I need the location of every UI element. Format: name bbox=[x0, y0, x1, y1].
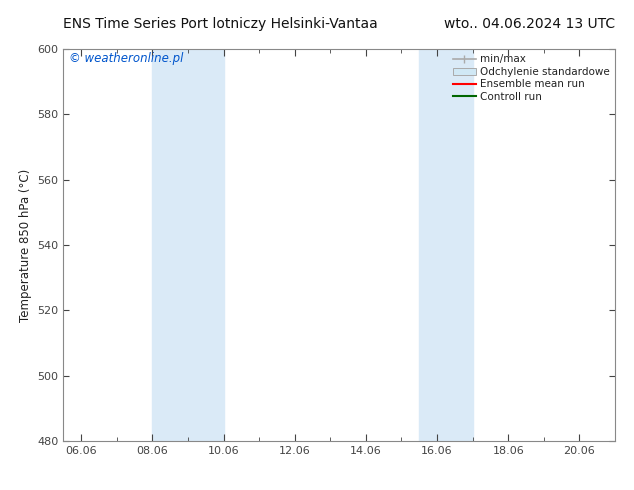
Y-axis label: Temperature 850 hPa (°C): Temperature 850 hPa (°C) bbox=[19, 169, 32, 321]
Bar bbox=[419, 49, 472, 441]
Text: © weatheronline.pl: © weatheronline.pl bbox=[68, 52, 183, 65]
Text: wto.. 04.06.2024 13 UTC: wto.. 04.06.2024 13 UTC bbox=[444, 17, 615, 31]
Text: ENS Time Series Port lotniczy Helsinki-Vantaa: ENS Time Series Port lotniczy Helsinki-V… bbox=[63, 17, 378, 31]
Legend: min/max, Odchylenie standardowe, Ensemble mean run, Controll run: min/max, Odchylenie standardowe, Ensembl… bbox=[450, 51, 613, 105]
Bar bbox=[152, 49, 224, 441]
